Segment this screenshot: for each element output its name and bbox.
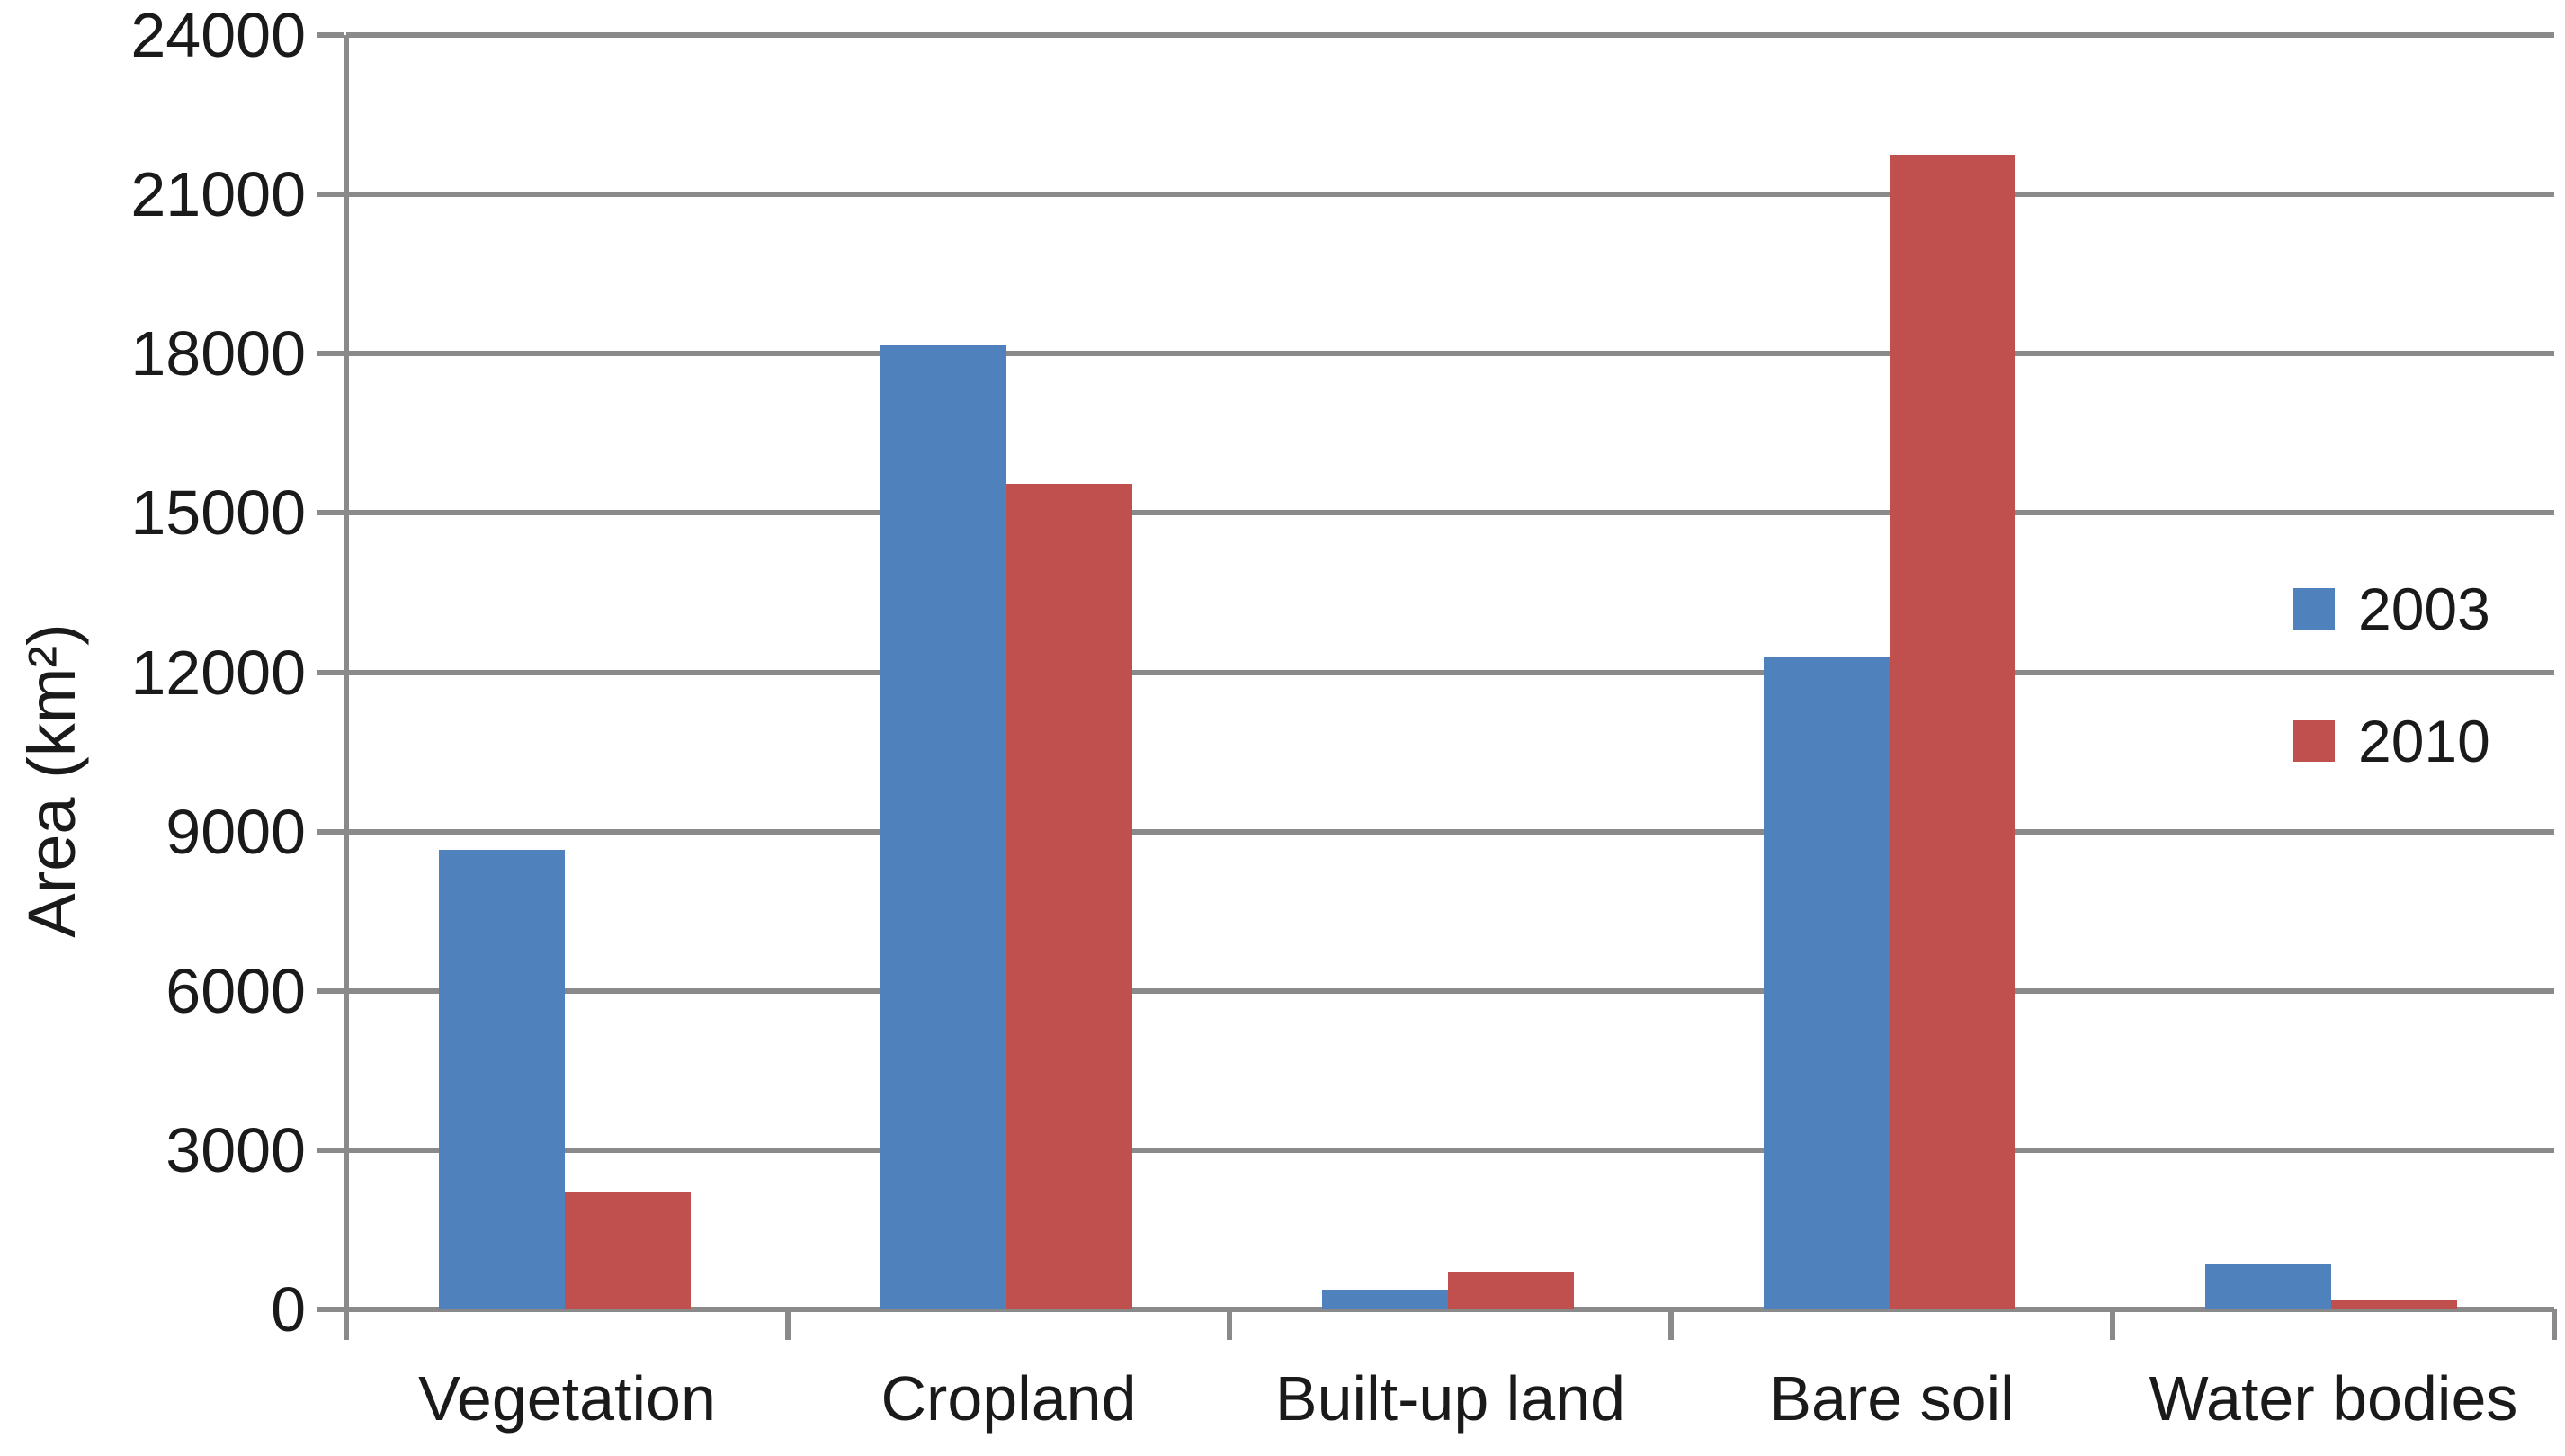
bar-2010-water-bodies xyxy=(2331,1300,2457,1309)
y-tick-label: 21000 xyxy=(130,159,306,230)
y-axis-tick xyxy=(317,351,344,357)
x-axis-label-built-up-land: Built-up land xyxy=(1274,1363,1626,1434)
legend-label: 2010 xyxy=(2358,708,2490,774)
y-tick-label: 6000 xyxy=(165,955,306,1026)
legend-entry-2003: 2003 xyxy=(2293,576,2490,641)
bar-2003-built-up-land xyxy=(1322,1290,1448,1309)
bar-2010-cropland xyxy=(1006,484,1132,1309)
x-axis-label-vegetation: Vegetation xyxy=(418,1363,716,1434)
y-axis-tick xyxy=(317,510,344,516)
x-axis-label-water-bodies: Water bodies xyxy=(2149,1363,2518,1434)
y-tick-label: 24000 xyxy=(130,0,306,70)
y-tick-label: 15000 xyxy=(130,478,306,549)
x-axis-tick xyxy=(344,1309,349,1340)
x-axis-tick xyxy=(1227,1309,1232,1340)
y-axis-tick xyxy=(317,32,344,38)
y-tick-label: 9000 xyxy=(165,796,306,867)
y-tick-label: 0 xyxy=(271,1274,306,1344)
legend-swatch-2010 xyxy=(2293,720,2335,762)
y-axis-tick xyxy=(317,1147,344,1153)
y-tick-label: 3000 xyxy=(165,1114,306,1185)
gridline xyxy=(346,192,2554,198)
gridline xyxy=(346,32,2554,38)
bar-2010-built-up-land xyxy=(1448,1272,1574,1309)
gridline xyxy=(346,987,2554,994)
x-axis-label-cropland: Cropland xyxy=(880,1363,1137,1434)
gridline xyxy=(346,1147,2554,1153)
bar-2003-bare-soil xyxy=(1764,657,1890,1309)
y-tick-label: 18000 xyxy=(130,318,306,389)
plot-area xyxy=(346,32,2554,1312)
gridline xyxy=(346,669,2554,675)
y-axis-tick xyxy=(317,1307,344,1312)
gridline xyxy=(346,510,2554,516)
legend-label: 2003 xyxy=(2358,576,2490,642)
y-axis-tick xyxy=(317,987,344,994)
y-axis-line xyxy=(344,35,349,1340)
legend-swatch-2003 xyxy=(2293,588,2335,630)
legend-entry-2010: 2010 xyxy=(2293,709,2490,773)
x-axis-label-bare-soil: Bare soil xyxy=(1769,1363,2015,1434)
gridline xyxy=(346,351,2554,357)
x-axis-tick xyxy=(1668,1309,1674,1340)
y-tick-label: 12000 xyxy=(130,637,306,708)
y-axis-title: Area (km²) xyxy=(14,623,89,938)
bar-2010-vegetation xyxy=(565,1192,691,1309)
bar-2003-water-bodies xyxy=(2205,1264,2331,1309)
y-axis-tick xyxy=(317,192,344,198)
bar-2003-cropland xyxy=(880,345,1006,1309)
gridline xyxy=(346,828,2554,835)
bar-2010-bare-soil xyxy=(1890,155,2015,1309)
bar-2003-vegetation xyxy=(439,850,565,1309)
x-axis-tick xyxy=(785,1309,791,1340)
x-axis-line xyxy=(346,1307,2554,1312)
y-axis-tick xyxy=(317,669,344,675)
y-axis-tick xyxy=(317,828,344,835)
x-axis-tick xyxy=(2552,1309,2557,1340)
x-axis-tick xyxy=(2110,1309,2115,1340)
